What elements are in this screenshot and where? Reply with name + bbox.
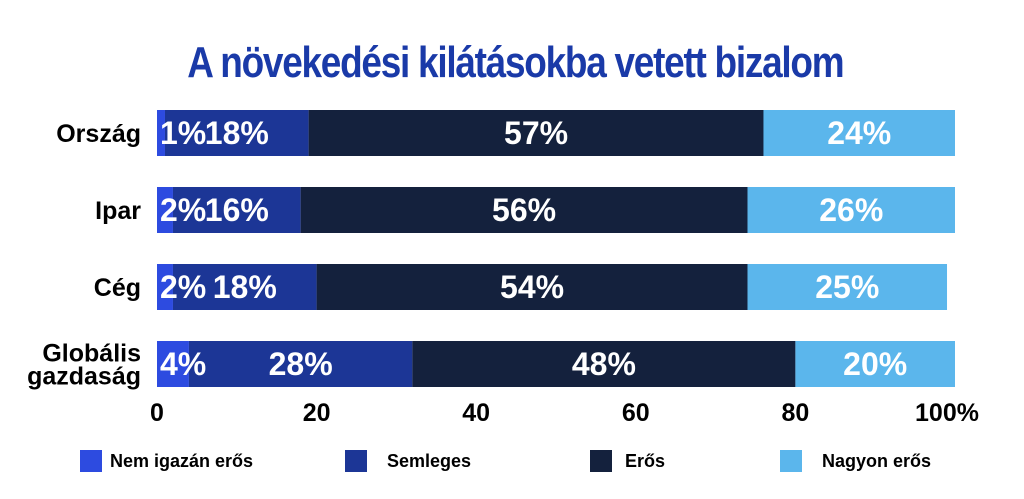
bar-segment [172,187,301,233]
data-label: 48% [572,346,636,382]
bar-segment [412,341,796,387]
bar-segment [747,264,948,310]
x-tick-label: 0 [150,399,164,427]
bar-segment [164,110,309,156]
x-tick-label: 60 [622,399,650,427]
bar-segment [316,264,748,310]
legend-label: Semleges [387,451,471,471]
data-label: 16% [205,192,269,228]
legend-swatch [80,450,102,472]
category-label: Ország [56,120,141,148]
bar-segment [763,110,955,156]
data-label: 28% [269,346,333,382]
bar-segment [308,110,764,156]
data-label: 4% [160,346,206,382]
bar-segment [157,264,173,310]
bar-segment [188,341,413,387]
bar-segment [795,341,955,387]
legend-swatch [590,450,612,472]
bar-segment [157,110,165,156]
data-label: 18% [213,269,277,305]
x-tick-label: 80 [781,399,809,427]
legend-label: Nagyon erős [822,451,931,471]
data-label: 18% [205,115,269,151]
legend-swatch [780,450,802,472]
legend-label: Erős [625,451,665,471]
bar-segment [172,264,317,310]
data-label: 1% [160,115,206,151]
legend-label: Nem igazán erős [110,451,253,471]
data-label: 56% [492,192,556,228]
data-label: 26% [819,192,883,228]
data-label: 2% [160,192,206,228]
bar-segment [747,187,955,233]
data-label: 24% [827,115,891,151]
category-label: Globális gazdaság [27,340,141,391]
chart-title: A növekedési kilátásokba vetett bizalom [187,38,844,87]
data-label: 2% [160,269,206,305]
x-tick-label: 100% [915,399,979,427]
bar-segment [300,187,748,233]
data-label: 54% [500,269,564,305]
x-tick-label: 20 [303,399,331,427]
legend-swatch [345,450,367,472]
x-tick-label: 40 [462,399,490,427]
bar-segment [157,341,189,387]
data-label: 25% [815,269,879,305]
category-label: Ipar [95,197,141,225]
bar-segment [157,187,173,233]
data-label: 20% [843,346,907,382]
category-label: Cég [94,274,141,302]
data-label: 57% [504,115,568,151]
